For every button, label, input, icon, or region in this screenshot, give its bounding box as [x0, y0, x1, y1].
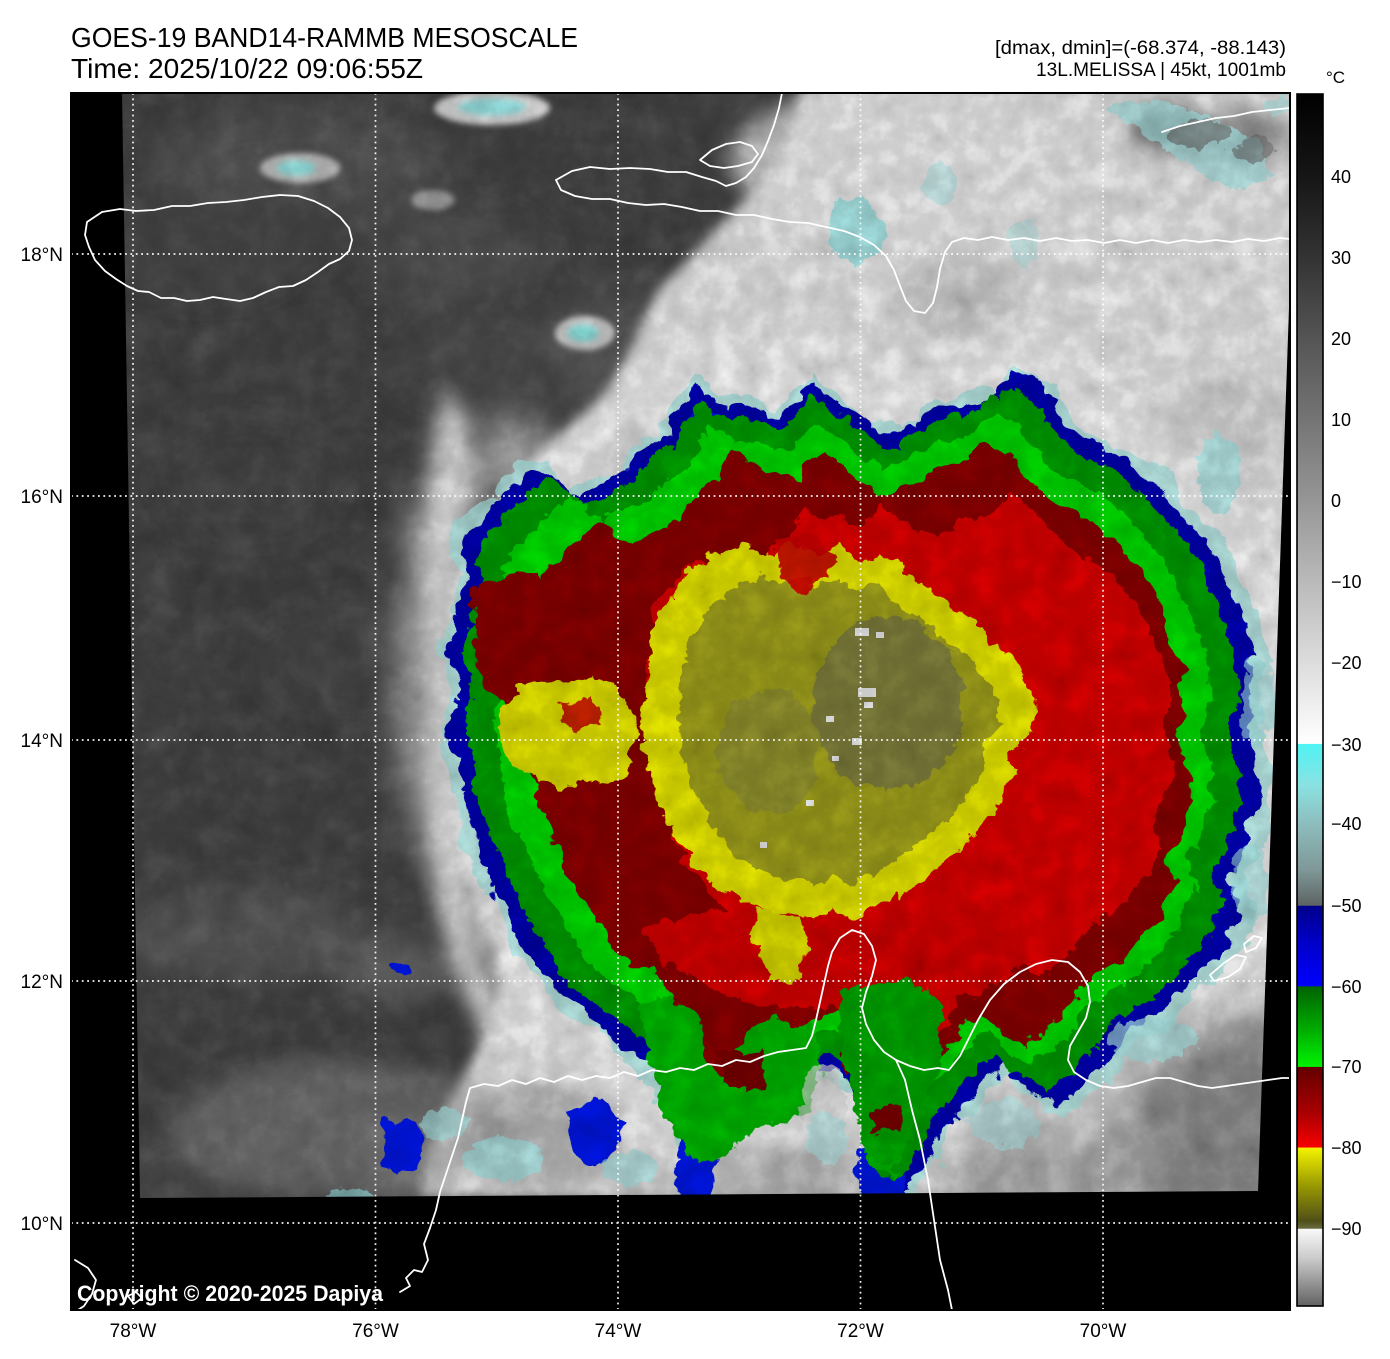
svg-text:78°W: 78°W — [110, 1321, 157, 1342]
svg-text:72°W: 72°W — [837, 1321, 884, 1342]
svg-text:30: 30 — [1331, 248, 1351, 268]
svg-text:−40: −40 — [1331, 814, 1362, 834]
svg-text:−30: −30 — [1331, 735, 1362, 755]
svg-text:20: 20 — [1331, 329, 1351, 349]
svg-text:[dmax, dmin]=(-68.374, -88.143: [dmax, dmin]=(-68.374, -88.143) — [995, 38, 1286, 59]
svg-text:40: 40 — [1331, 167, 1351, 187]
svg-text:10°N: 10°N — [21, 1214, 63, 1235]
svg-text:−10: −10 — [1331, 572, 1362, 592]
svg-text:−70: −70 — [1331, 1057, 1362, 1077]
svg-text:Time: 2025/10/22 09:06:55Z: Time: 2025/10/22 09:06:55Z — [71, 53, 423, 84]
svg-text:76°W: 76°W — [352, 1321, 399, 1342]
svg-text:−20: −20 — [1331, 653, 1362, 673]
svg-text:12°N: 12°N — [21, 972, 63, 993]
svg-text:16°N: 16°N — [21, 487, 63, 508]
svg-text:GOES-19 BAND14-RAMMB MESOSCALE: GOES-19 BAND14-RAMMB MESOSCALE — [71, 22, 578, 53]
svg-text:10: 10 — [1331, 410, 1351, 430]
svg-text:13L.MELISSA | 45kt, 1001mb: 13L.MELISSA | 45kt, 1001mb — [1036, 60, 1286, 81]
svg-text:18°N: 18°N — [21, 245, 63, 266]
svg-text:−90: −90 — [1331, 1219, 1362, 1239]
svg-text:14°N: 14°N — [21, 731, 63, 752]
svg-text:Copyright © 2020-2025 Dapiya: Copyright © 2020-2025 Dapiya — [77, 1281, 384, 1306]
svg-text:−80: −80 — [1331, 1138, 1362, 1158]
svg-text:−60: −60 — [1331, 977, 1362, 997]
svg-text:−50: −50 — [1331, 896, 1362, 916]
svg-text:74°W: 74°W — [595, 1321, 642, 1342]
svg-text:0: 0 — [1331, 491, 1341, 511]
svg-text:°C: °C — [1326, 68, 1345, 87]
svg-text:70°W: 70°W — [1080, 1321, 1127, 1342]
